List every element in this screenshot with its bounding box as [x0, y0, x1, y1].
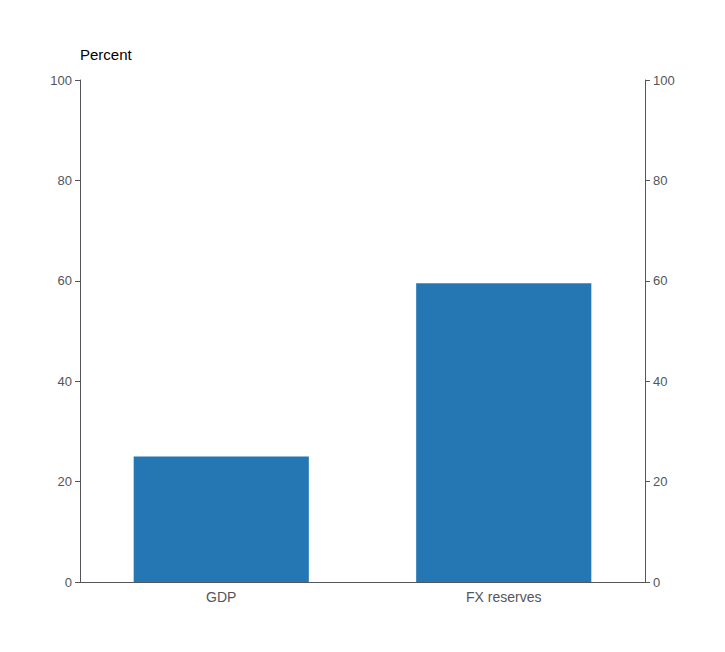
svg-text:GDP: GDP: [206, 589, 236, 605]
svg-text:20: 20: [58, 474, 72, 489]
svg-text:60: 60: [58, 273, 72, 288]
svg-text:60: 60: [653, 273, 667, 288]
svg-text:FX reserves: FX reserves: [466, 589, 541, 605]
svg-text:80: 80: [58, 173, 72, 188]
svg-text:20: 20: [653, 474, 667, 489]
svg-text:100: 100: [50, 73, 72, 88]
svg-text:0: 0: [65, 575, 72, 590]
svg-text:40: 40: [58, 374, 72, 389]
svg-text:100: 100: [653, 73, 675, 88]
svg-text:Percent: Percent: [80, 46, 133, 63]
svg-text:40: 40: [653, 374, 667, 389]
svg-text:80: 80: [653, 173, 667, 188]
svg-text:0: 0: [653, 575, 660, 590]
